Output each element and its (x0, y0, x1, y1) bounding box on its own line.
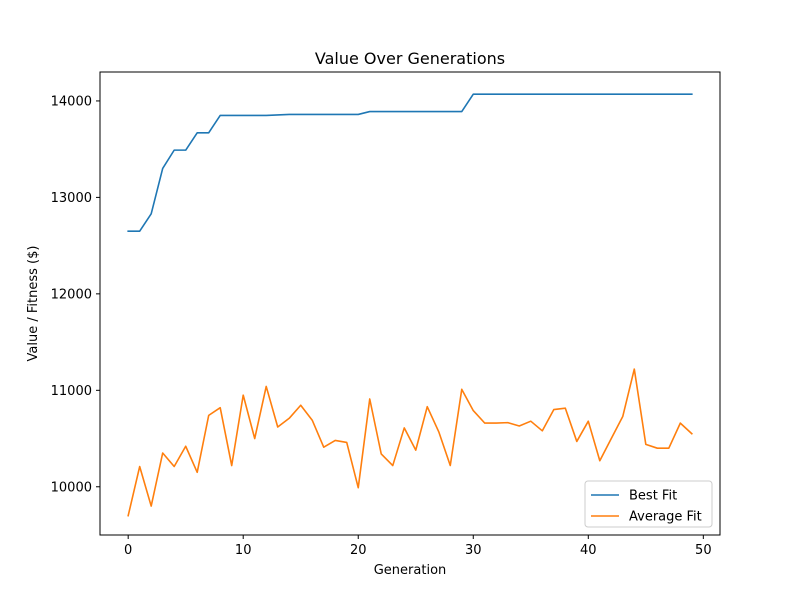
legend: Best Fit Average Fit (584, 480, 713, 528)
y-tick-label: 14000 (51, 94, 92, 109)
y-tick-label: 12000 (51, 287, 92, 302)
plot-lines (127, 93, 693, 517)
y-axis-ticks: 10000 11000 12000 13000 14000 (51, 94, 100, 495)
x-tick-label: 40 (580, 543, 597, 558)
y-axis-label: Value / Fitness ($) (26, 246, 41, 362)
legend-label-1: Average Fit (629, 510, 702, 525)
y-tick-label: 10000 (51, 480, 92, 495)
x-tick-label: 0 (124, 543, 132, 558)
x-tick-label: 20 (350, 543, 367, 558)
x-tick-label: 50 (695, 543, 712, 558)
x-tick-label: 10 (235, 543, 252, 558)
series-line-0 (127, 93, 693, 232)
legend-label-0: Best Fit (629, 489, 677, 504)
y-tick-label: 13000 (51, 191, 92, 206)
x-axis-ticks: 0 10 20 30 40 50 (124, 535, 712, 558)
plot-frame (99, 71, 721, 536)
x-tick-label: 30 (465, 543, 482, 558)
x-axis-label: Generation (374, 563, 447, 578)
series-line-1 (127, 368, 693, 517)
chart-title: Value Over Generations (315, 49, 505, 68)
y-tick-label: 11000 (51, 384, 92, 399)
